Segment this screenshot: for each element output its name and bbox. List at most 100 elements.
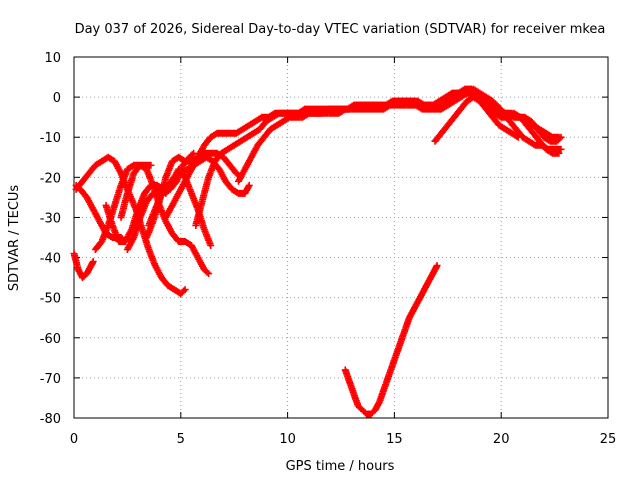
data-point	[203, 152, 205, 154]
data-point	[496, 104, 498, 106]
data-point	[528, 140, 530, 142]
data-point	[150, 164, 152, 166]
data-point	[413, 309, 415, 311]
data-point	[447, 124, 449, 126]
data-point	[238, 180, 239, 182]
data-point	[238, 192, 239, 194]
data-point	[291, 112, 293, 114]
data-point	[161, 277, 163, 279]
data-point	[440, 108, 442, 110]
data-point	[197, 156, 199, 158]
data-point	[244, 192, 246, 194]
data-point	[417, 100, 419, 102]
data-point	[144, 192, 145, 194]
data-point	[203, 144, 205, 146]
data-point	[302, 116, 304, 118]
data-point	[231, 188, 233, 190]
y-tick-label: -70	[40, 372, 61, 387]
data-point	[111, 237, 113, 238]
data-point	[165, 192, 167, 194]
data-point	[242, 128, 244, 130]
data-point	[332, 112, 333, 114]
data-point	[513, 112, 515, 114]
data-point	[208, 176, 210, 178]
data-point	[475, 92, 477, 94]
data-point	[178, 156, 180, 158]
data-point	[370, 108, 372, 110]
data-point	[165, 216, 167, 218]
data-point	[466, 100, 468, 102]
data-point	[408, 104, 410, 106]
data-point	[285, 112, 286, 114]
data-point	[509, 120, 511, 122]
data-point	[220, 152, 222, 154]
y-tick-label: -30	[40, 211, 61, 226]
data-point	[430, 104, 432, 106]
data-point	[156, 184, 158, 186]
data-point	[526, 124, 528, 126]
data-point	[184, 241, 186, 242]
data-point	[126, 192, 128, 194]
data-point	[349, 381, 350, 383]
data-point	[107, 225, 109, 226]
data-point	[391, 365, 393, 367]
data-point	[178, 241, 180, 242]
y-tick-label: -20	[40, 171, 61, 186]
data-point	[387, 377, 389, 379]
data-point	[428, 108, 430, 110]
series-track-1	[70, 250, 97, 282]
data-point	[545, 132, 547, 134]
data-point	[139, 216, 141, 218]
y-tick-label: -80	[40, 412, 61, 427]
data-point	[111, 225, 113, 226]
data-point	[492, 116, 494, 118]
data-point	[556, 140, 558, 142]
data-point	[549, 140, 551, 142]
data-point	[485, 108, 487, 110]
data-point	[176, 180, 177, 182]
data-point	[558, 152, 560, 154]
data-point	[436, 265, 438, 267]
data-point	[346, 108, 348, 110]
data-point	[515, 128, 517, 130]
data-point	[114, 204, 116, 206]
x-axis-label: GPS time / hours	[286, 459, 395, 474]
data-point	[203, 229, 205, 230]
data-point	[171, 204, 173, 206]
data-point	[152, 192, 154, 194]
data-point	[396, 353, 397, 355]
data-point	[404, 100, 406, 102]
data-point	[92, 261, 94, 263]
data-point	[191, 160, 192, 162]
data-point	[133, 164, 135, 166]
data-point	[225, 180, 227, 182]
data-point	[511, 132, 513, 134]
x-tick-label: 0	[70, 432, 78, 447]
data-point	[167, 184, 169, 186]
x-tick-label: 20	[493, 432, 510, 447]
data-point	[370, 413, 372, 415]
data-point	[402, 104, 404, 106]
data-point	[455, 92, 457, 94]
data-point	[472, 96, 474, 98]
data-point	[517, 136, 519, 138]
data-point	[466, 92, 468, 94]
data-point	[436, 104, 438, 106]
data-point	[434, 269, 436, 271]
data-point	[383, 389, 385, 391]
data-point	[133, 172, 135, 174]
data-point	[210, 152, 212, 154]
data-point	[334, 108, 336, 110]
data-point	[191, 245, 192, 246]
data-point	[539, 140, 541, 142]
data-point	[421, 293, 423, 295]
data-point	[223, 132, 224, 134]
data-point	[120, 216, 122, 218]
axis-ticks: 0 5 10 15 20 25 -80 -70 -60 -50 -40 -30 -20 -10 0 10	[40, 51, 617, 447]
data-point	[120, 184, 122, 186]
data-point	[126, 168, 128, 170]
data-point	[257, 144, 259, 146]
data-point	[270, 128, 271, 130]
data-point	[534, 144, 536, 146]
